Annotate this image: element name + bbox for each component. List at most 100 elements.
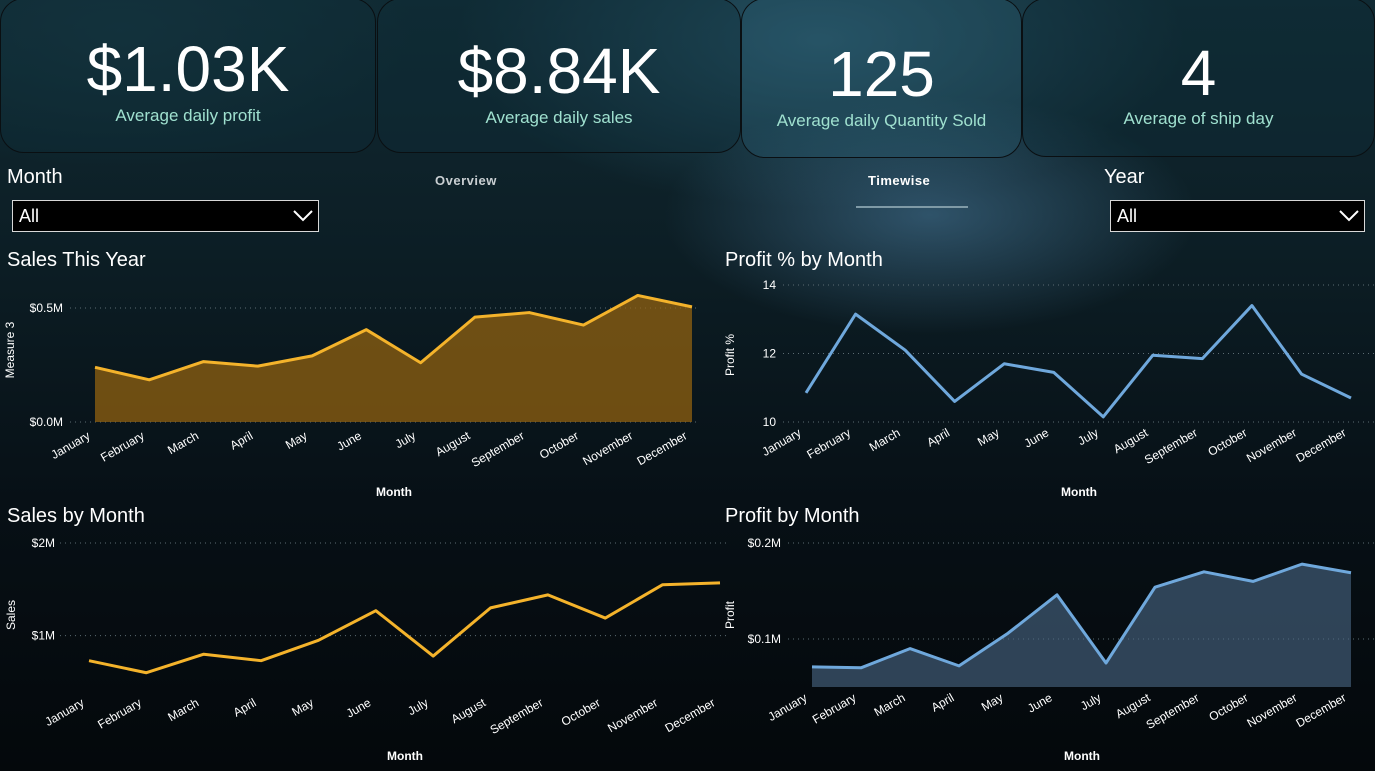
- x-tick-label: July: [1075, 425, 1100, 448]
- x-tick-label: July: [393, 428, 418, 451]
- profit-pct-chart: 10 12 14 January February March April May June Ju…: [723, 278, 1375, 499]
- x-tick-label: January: [760, 425, 804, 458]
- data-point-december[interactable]: [1348, 570, 1354, 576]
- data-point-august[interactable]: [472, 314, 478, 320]
- y-tick-label: $0.1M: [748, 632, 781, 646]
- data-point-april[interactable]: [956, 663, 962, 669]
- tab-timewise[interactable]: Timewise: [868, 173, 931, 188]
- data-point-october[interactable]: [1250, 578, 1256, 584]
- series-line: [94, 293, 693, 382]
- data-point-january[interactable]: [86, 658, 92, 664]
- x-tick-label: February: [98, 428, 147, 464]
- data-point-july[interactable]: [1103, 660, 1109, 666]
- data-point-november[interactable]: [635, 292, 641, 298]
- data-point-march[interactable]: [907, 646, 913, 652]
- data-point-september[interactable]: [526, 310, 532, 316]
- data-point-march[interactable]: [201, 651, 207, 657]
- kpi-label: Average of ship day: [1123, 109, 1274, 128]
- data-point-september[interactable]: [1199, 356, 1205, 362]
- data-point-april[interactable]: [258, 658, 264, 664]
- data-point-february[interactable]: [858, 665, 864, 671]
- data-point-may[interactable]: [315, 637, 321, 643]
- x-tick-label: March: [165, 695, 201, 724]
- tab-timewise-underline: [856, 206, 968, 208]
- kpi-card-quantity: 125 Average daily Quantity Sold: [741, 0, 1022, 158]
- x-tick-label: October: [1205, 425, 1249, 458]
- x-tick-label: August: [1113, 690, 1153, 721]
- data-point-june[interactable]: [1051, 369, 1057, 375]
- data-point-december[interactable]: [1348, 395, 1354, 401]
- data-point-may[interactable]: [309, 353, 315, 359]
- x-tick-label: May: [289, 695, 316, 718]
- tab-overview[interactable]: Overview: [435, 173, 497, 188]
- x-tick-label: July: [405, 695, 430, 718]
- year-dropdown[interactable]: All: [1110, 200, 1365, 232]
- data-point-october[interactable]: [1249, 303, 1255, 309]
- area-fill: [95, 295, 692, 422]
- data-point-march[interactable]: [201, 359, 207, 365]
- profit-by-month-chart: $0.1M $0.2M January February March April May Ju…: [723, 536, 1375, 763]
- data-point-december[interactable]: [689, 304, 695, 310]
- y-tick-label: 10: [763, 415, 777, 429]
- data-point-january[interactable]: [809, 664, 815, 670]
- y-axis-title: Profit: [723, 600, 737, 629]
- data-point-november[interactable]: [1298, 371, 1304, 377]
- data-point-june[interactable]: [1054, 592, 1060, 598]
- data-point-october[interactable]: [602, 615, 608, 621]
- sales-by-month-chart: $1M $2M January February March April May June Ju…: [4, 536, 730, 763]
- kpi-label: Average daily Quantity Sold: [776, 111, 987, 130]
- data-point-april[interactable]: [255, 363, 261, 369]
- x-tick-label: February: [95, 695, 144, 731]
- data-point-august[interactable]: [1152, 584, 1158, 590]
- x-tick-label: May: [979, 690, 1006, 713]
- data-point-february[interactable]: [853, 311, 859, 317]
- x-tick-label: April: [924, 425, 952, 449]
- x-tick-label: September: [1144, 690, 1202, 731]
- data-point-august[interactable]: [1150, 352, 1156, 358]
- chevron-down-icon: [1339, 210, 1359, 222]
- x-axis-title: Month: [1061, 485, 1097, 499]
- data-point-january[interactable]: [803, 390, 809, 396]
- chart-title-profit-pct: Profit % by Month: [725, 249, 883, 271]
- data-point-march[interactable]: [902, 347, 908, 353]
- kpi-value: 125: [828, 38, 935, 110]
- data-point-november[interactable]: [1299, 561, 1305, 567]
- x-tick-label: August: [1111, 425, 1151, 456]
- data-point-april[interactable]: [952, 398, 958, 404]
- kpi-card-sales: $8.84K Average daily sales: [377, 0, 741, 153]
- x-tick-label: February: [804, 425, 853, 461]
- x-tick-label: October: [559, 695, 603, 728]
- data-point-may[interactable]: [1001, 361, 1007, 367]
- data-point-september[interactable]: [545, 592, 551, 598]
- x-tick-label: November: [605, 695, 660, 735]
- data-point-july[interactable]: [1100, 414, 1106, 420]
- x-tick-label: December: [1294, 425, 1349, 465]
- data-point-may[interactable]: [1005, 630, 1011, 636]
- x-tick-label: February: [810, 690, 859, 726]
- data-point-january[interactable]: [92, 364, 98, 370]
- kpi-label: Average daily profit: [115, 106, 261, 125]
- kpi-value: $8.84K: [457, 35, 661, 107]
- x-tick-label: September: [469, 428, 527, 469]
- x-tick-label: December: [635, 428, 690, 468]
- x-tick-label: March: [165, 428, 201, 457]
- data-point-august[interactable]: [488, 605, 494, 611]
- data-point-june[interactable]: [363, 327, 369, 333]
- y-tick-label: $0.0M: [30, 415, 63, 429]
- data-point-october[interactable]: [580, 322, 586, 328]
- x-tick-label: September: [488, 695, 546, 736]
- data-point-july[interactable]: [418, 360, 424, 366]
- x-tick-label: June: [334, 428, 364, 453]
- chart-title-profit-by-month: Profit by Month: [725, 505, 860, 527]
- data-point-september[interactable]: [1201, 569, 1207, 575]
- x-tick-label: April: [929, 690, 957, 714]
- year-dropdown-value: All: [1117, 206, 1138, 226]
- x-tick-label: October: [537, 428, 581, 461]
- data-point-july[interactable]: [430, 653, 436, 659]
- month-dropdown[interactable]: All: [12, 200, 319, 232]
- data-point-february[interactable]: [143, 670, 149, 676]
- data-point-november[interactable]: [660, 582, 666, 588]
- data-point-february[interactable]: [146, 377, 152, 383]
- data-point-june[interactable]: [373, 608, 379, 614]
- month-filter-label: Month: [7, 166, 63, 188]
